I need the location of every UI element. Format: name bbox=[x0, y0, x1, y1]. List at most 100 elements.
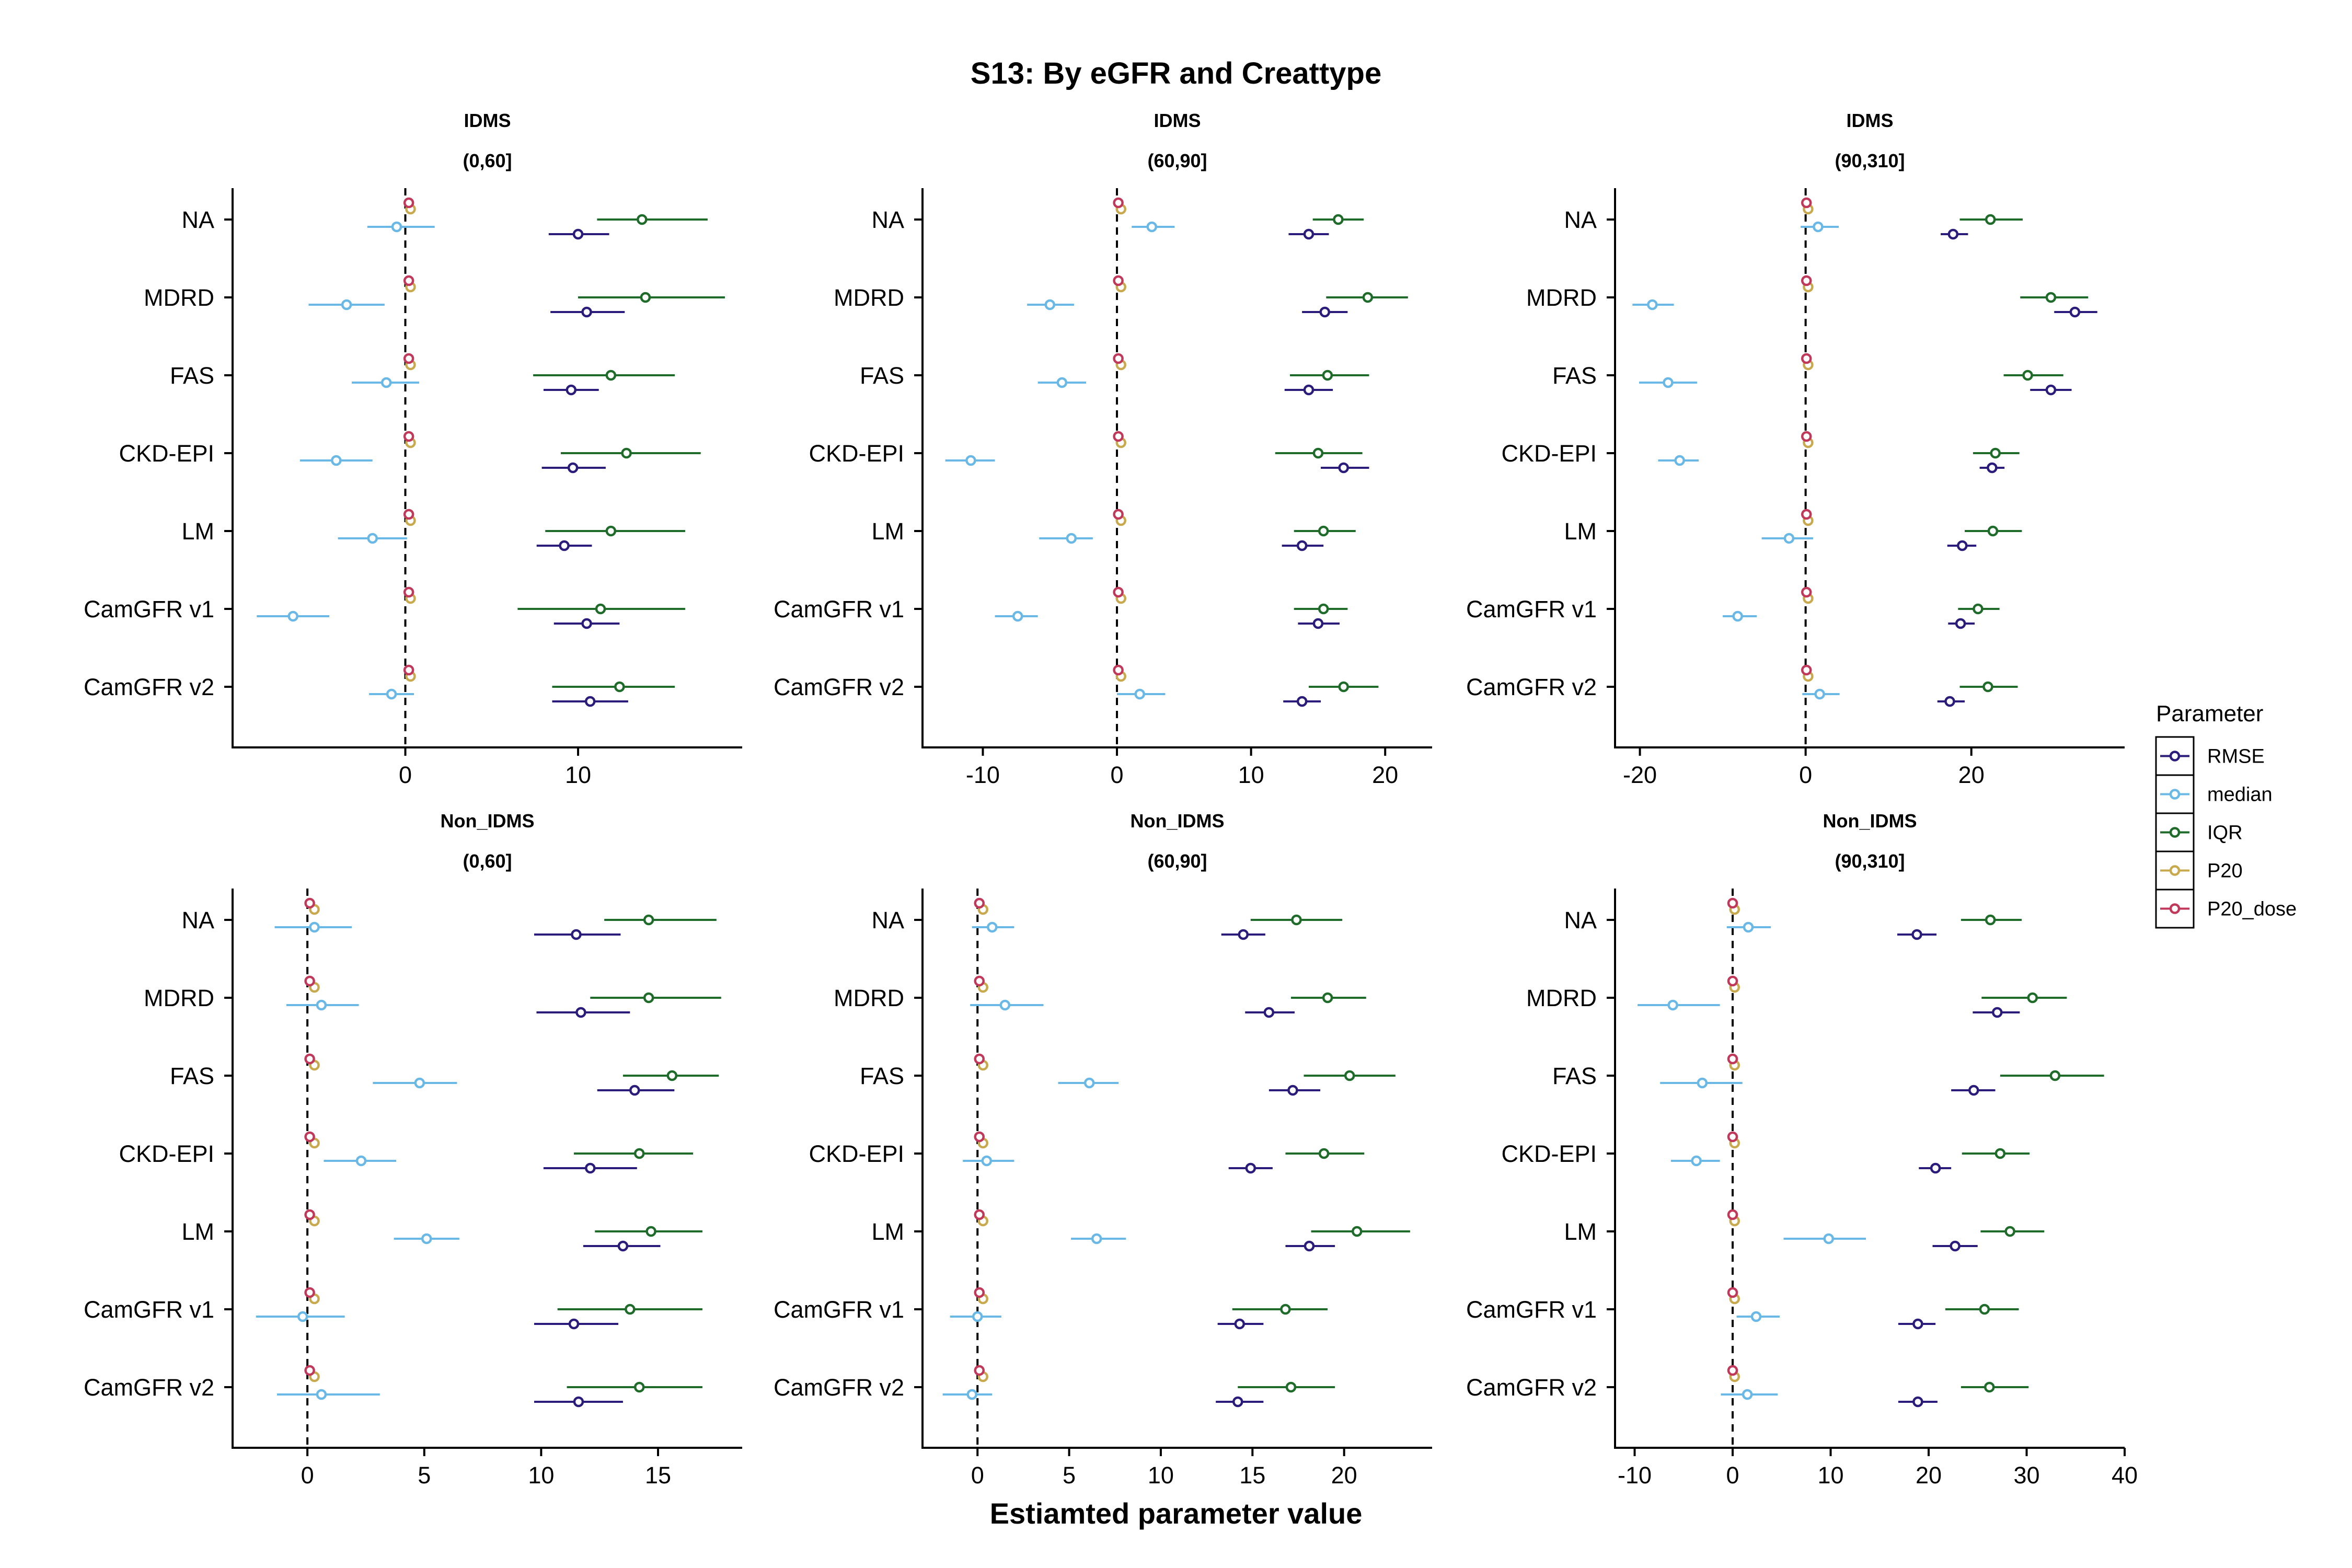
category-label-fas: FAS bbox=[1552, 362, 1597, 389]
point-iqr bbox=[1986, 916, 1994, 924]
point-median bbox=[1744, 923, 1753, 931]
x-tick-label: 15 bbox=[645, 1462, 671, 1489]
point-p20-dose bbox=[1114, 432, 1123, 441]
point-median bbox=[988, 923, 996, 931]
legend-item-iqr: IQR bbox=[2156, 813, 2243, 851]
category-label-na: NA bbox=[1564, 907, 1597, 933]
point-rmse bbox=[572, 930, 580, 939]
category-label-lm: LM bbox=[1564, 1218, 1597, 1245]
point-median bbox=[1785, 534, 1793, 543]
point-median bbox=[393, 223, 401, 231]
panel-strip-label: IDMS bbox=[464, 110, 511, 131]
point-p20-dose bbox=[975, 977, 984, 985]
point-median bbox=[317, 1390, 326, 1399]
legend-label: RMSE bbox=[2207, 746, 2265, 768]
point-median bbox=[332, 456, 340, 465]
point-rmse bbox=[570, 1320, 578, 1328]
point-rmse bbox=[1988, 464, 1996, 472]
point-median bbox=[1743, 1390, 1751, 1399]
point-rmse bbox=[1945, 697, 1954, 706]
x-tick-label: 20 bbox=[1958, 762, 1985, 788]
x-tick-label: 0 bbox=[301, 1462, 314, 1489]
legend-label: IQR bbox=[2207, 822, 2243, 844]
point-iqr bbox=[1340, 683, 1348, 691]
point-median bbox=[1752, 1312, 1760, 1321]
point-rmse bbox=[630, 1086, 639, 1094]
x-tick-label: 10 bbox=[1148, 1462, 1174, 1489]
point-median bbox=[1085, 1079, 1093, 1087]
legend-item-median: median bbox=[2156, 775, 2273, 813]
point-p20-dose bbox=[1802, 666, 1811, 674]
legend-item-p20: P20 bbox=[2156, 851, 2243, 890]
category-label-camgfr-v2: CamGFR v2 bbox=[1466, 674, 1597, 700]
point-median bbox=[289, 612, 297, 620]
panel-strip-label: IDMS bbox=[1154, 110, 1201, 131]
point-rmse bbox=[583, 308, 591, 316]
point-p20-dose bbox=[306, 899, 314, 907]
point-median bbox=[1001, 1001, 1009, 1009]
point-iqr bbox=[668, 1071, 676, 1080]
legend-key-point bbox=[2171, 790, 2179, 799]
point-p20-dose bbox=[1802, 276, 1811, 285]
legend-key-point bbox=[2171, 905, 2179, 913]
category-label-camgfr-v2: CamGFR v2 bbox=[84, 1374, 214, 1401]
point-p20-dose bbox=[405, 588, 413, 596]
point-p20-dose bbox=[306, 977, 314, 985]
category-label-camgfr-v1: CamGFR v1 bbox=[774, 596, 904, 622]
panel-strip-sublabel: (90,310] bbox=[1835, 850, 1905, 872]
point-median bbox=[966, 456, 975, 465]
point-iqr bbox=[607, 527, 615, 535]
point-median bbox=[387, 690, 396, 698]
x-tick-label: 20 bbox=[1331, 1462, 1357, 1489]
point-median bbox=[1648, 301, 1656, 309]
point-iqr bbox=[1323, 371, 1332, 379]
point-p20-dose bbox=[306, 1288, 314, 1297]
point-rmse bbox=[1949, 230, 1957, 238]
point-rmse bbox=[1314, 619, 1322, 628]
point-rmse bbox=[1305, 1242, 1313, 1250]
x-tick-label: -20 bbox=[1623, 762, 1657, 788]
category-label-na: NA bbox=[871, 907, 904, 933]
category-label-camgfr-v2: CamGFR v2 bbox=[84, 674, 214, 700]
point-iqr bbox=[1292, 916, 1300, 924]
category-label-camgfr-v2: CamGFR v2 bbox=[1466, 1374, 1597, 1401]
x-tick-label: 5 bbox=[1063, 1462, 1076, 1489]
point-p20-dose bbox=[1114, 354, 1123, 363]
legend-key-point bbox=[2171, 752, 2179, 760]
point-iqr bbox=[626, 1305, 634, 1313]
point-iqr bbox=[607, 371, 615, 379]
category-label-ckd-epi: CKD-EPI bbox=[809, 440, 904, 467]
category-label-na: NA bbox=[871, 206, 904, 233]
point-median bbox=[1692, 1157, 1701, 1165]
category-label-camgfr-v2: CamGFR v2 bbox=[774, 1374, 904, 1401]
category-label-lm: LM bbox=[181, 518, 214, 545]
x-tick-label: 30 bbox=[2013, 1462, 2039, 1489]
x-axis-label: Estiamted parameter value bbox=[990, 1497, 1363, 1530]
point-median bbox=[382, 378, 390, 387]
point-p20-dose bbox=[1114, 666, 1123, 674]
category-label-na: NA bbox=[1564, 206, 1597, 233]
panel-non-idms-60-90: Non_IDMS (60,90] 0 5 10 15 20 NA MDRD FAS CKD-EPI L… bbox=[774, 810, 1432, 1489]
point-rmse bbox=[583, 619, 591, 628]
point-median bbox=[422, 1235, 431, 1243]
point-iqr bbox=[644, 994, 653, 1002]
point-median bbox=[1092, 1235, 1101, 1243]
legend-item-p20-dose: P20_dose bbox=[2156, 890, 2297, 928]
category-label-ckd-epi: CKD-EPI bbox=[1501, 1140, 1597, 1167]
category-label-ckd-epi: CKD-EPI bbox=[119, 440, 214, 467]
point-iqr bbox=[1323, 994, 1332, 1002]
point-p20-dose bbox=[1728, 1133, 1737, 1141]
point-iqr bbox=[647, 1227, 655, 1236]
panel-strip-label: Non_IDMS bbox=[441, 810, 535, 832]
point-p20-dose bbox=[1802, 432, 1811, 441]
category-label-fas: FAS bbox=[170, 362, 214, 389]
point-median bbox=[310, 923, 319, 931]
point-iqr bbox=[2047, 293, 2055, 302]
point-rmse bbox=[2071, 308, 2079, 316]
panel-strip-label: IDMS bbox=[1847, 110, 1894, 131]
category-label-na: NA bbox=[181, 206, 214, 233]
point-median bbox=[1013, 612, 1022, 620]
point-rmse bbox=[1931, 1164, 1940, 1172]
point-iqr bbox=[1334, 215, 1342, 224]
point-median bbox=[368, 534, 377, 543]
